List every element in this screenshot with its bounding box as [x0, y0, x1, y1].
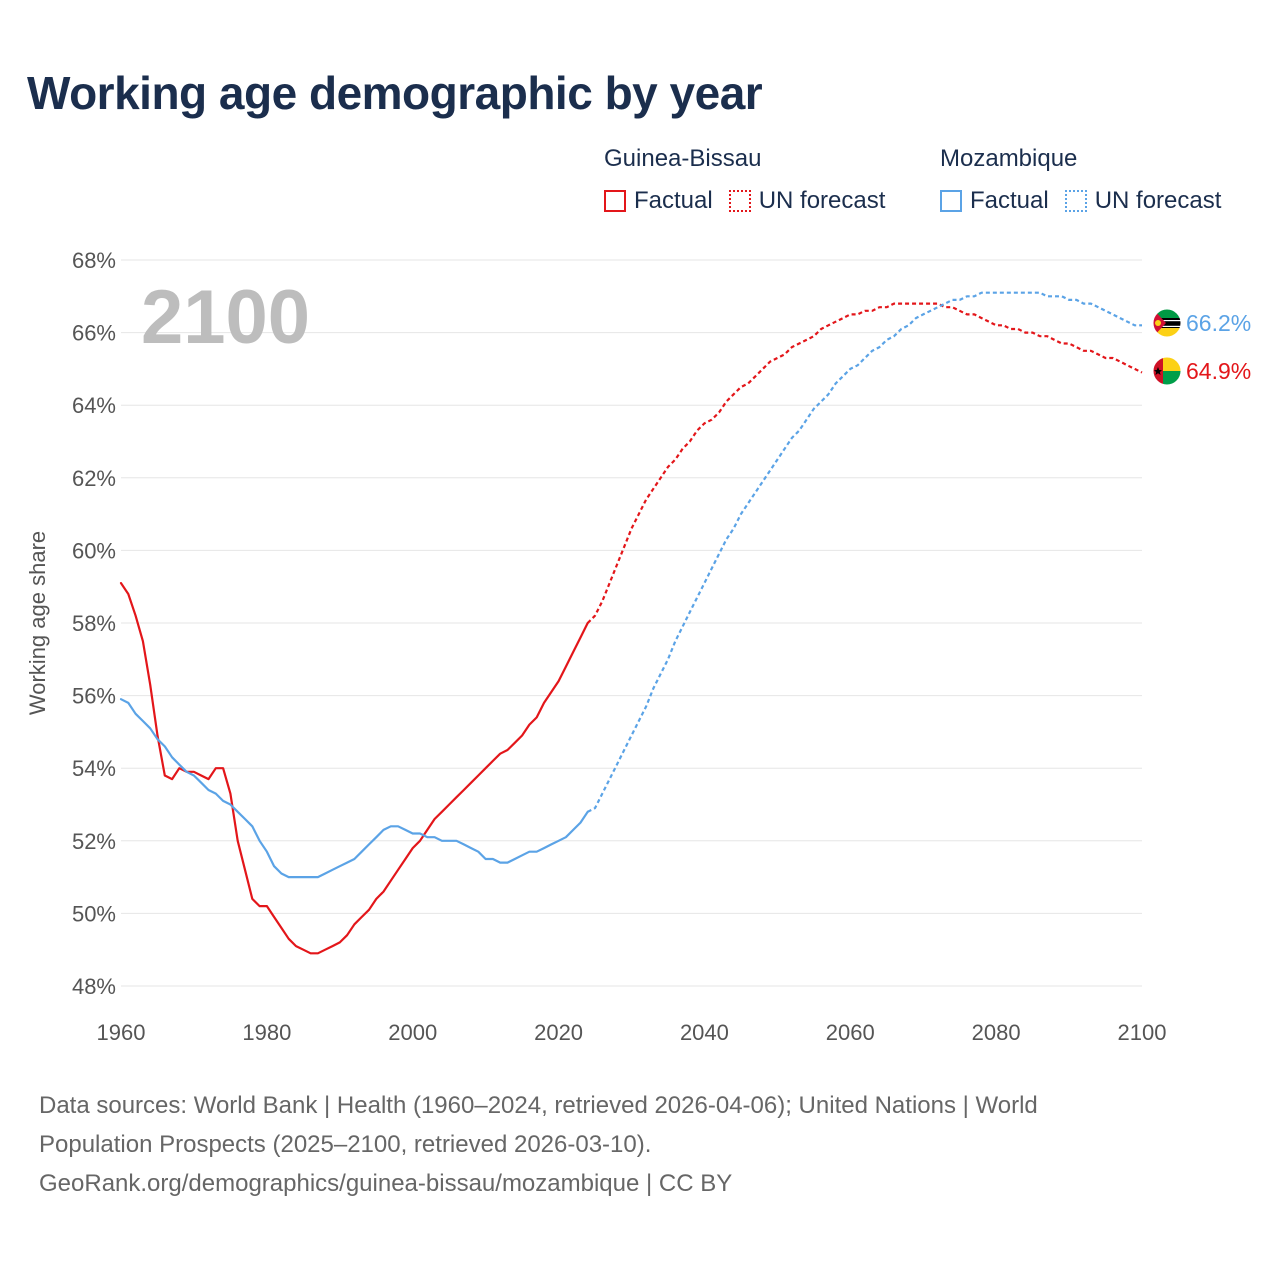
legend-group-mozambique: Mozambique Factual UN forecast — [940, 143, 1221, 217]
series-line-mozambique-forecast — [587, 291, 1142, 813]
mozambique-flag-icon — [1152, 308, 1182, 338]
y-tick-label: 68% — [72, 248, 116, 273]
y-tick-label: 60% — [72, 538, 116, 563]
y-axis-title: Working age share — [25, 531, 50, 715]
legend-group-name: Guinea-Bissau — [604, 145, 762, 172]
end-label-mozambique: 66.2% — [1186, 310, 1251, 336]
y-axis: 48% 50% 52% 54% 56% 58% 60% 62% 64% 66% 68% — [72, 248, 116, 999]
legend-label: Factual — [634, 187, 713, 214]
x-tick-label: 2080 — [972, 1020, 1021, 1045]
guinea-bissau-flag-icon — [1152, 356, 1182, 386]
y-tick-label: 54% — [72, 756, 116, 781]
legend-label: UN forecast — [1094, 187, 1222, 214]
legend-swatch-dotted — [1064, 190, 1087, 212]
year-overlay: 2100 — [141, 275, 310, 360]
y-tick-label: 66% — [72, 321, 116, 346]
legend-swatch-solid — [604, 190, 626, 212]
legend-item-mozambique-forecast[interactable]: UN forecast — [1064, 185, 1222, 217]
y-tick-label: 64% — [72, 393, 116, 418]
legend-label: Factual — [970, 187, 1049, 214]
legend-swatch-dotted — [728, 190, 751, 212]
source-line: Population Prospects (2025–2100, retriev… — [39, 1131, 652, 1158]
x-tick-label: 2060 — [826, 1020, 875, 1045]
legend-item-guinea-bissau-factual[interactable]: Factual — [604, 185, 713, 217]
legend-label: UN forecast — [758, 187, 886, 214]
x-tick-label: 2040 — [680, 1020, 729, 1045]
end-label-guinea-bissau: 64.9% — [1186, 358, 1251, 384]
series-line-guinea-bissau-factual — [119, 582, 589, 955]
legend-group-guinea-bissau: Guinea-Bissau Factual UN forecast — [604, 143, 885, 217]
line-chart: 48%50%52%54%56%58%60%62%64%66%68% 1960 19… — [25, 248, 1251, 1045]
x-tick-label: 1960 — [97, 1020, 146, 1045]
source-link[interactable]: GeoRank.org/demographics/guinea-bissau/m… — [39, 1170, 733, 1197]
y-tick-label: 62% — [72, 466, 116, 491]
source-line: Data sources: World Bank | Health (1960–… — [39, 1092, 1038, 1119]
data-source-note: Data sources: World Bank | Health (1960–… — [39, 1086, 1239, 1203]
legend-item-guinea-bissau-forecast[interactable]: UN forecast — [728, 185, 886, 217]
y-tick-label: 58% — [72, 611, 116, 636]
x-tick-label: 1980 — [242, 1020, 291, 1045]
legend-swatch-solid — [940, 190, 962, 212]
series-line-guinea-bissau-forecast — [586, 302, 1143, 624]
y-tick-label: 48% — [72, 974, 116, 999]
y-tick-label: 52% — [72, 829, 116, 854]
y-tick-label: 56% — [72, 684, 116, 709]
x-tick-label: 2020 — [534, 1020, 583, 1045]
y-tick-label: 50% — [72, 901, 116, 926]
x-axis: 1960 1980 2000 2020 2040 2060 2080 2100 — [97, 1020, 1167, 1045]
grid-lines — [121, 259, 1142, 987]
chart-title: Working age demographic by year — [27, 67, 763, 119]
legend-item-mozambique-factual[interactable]: Factual — [940, 185, 1049, 217]
legend-group-name: Mozambique — [940, 145, 1078, 172]
x-tick-label: 2000 — [388, 1020, 437, 1045]
x-tick-label: 2100 — [1118, 1020, 1167, 1045]
series-lines — [119, 291, 1143, 955]
series-line-mozambique-factual — [119, 698, 589, 879]
